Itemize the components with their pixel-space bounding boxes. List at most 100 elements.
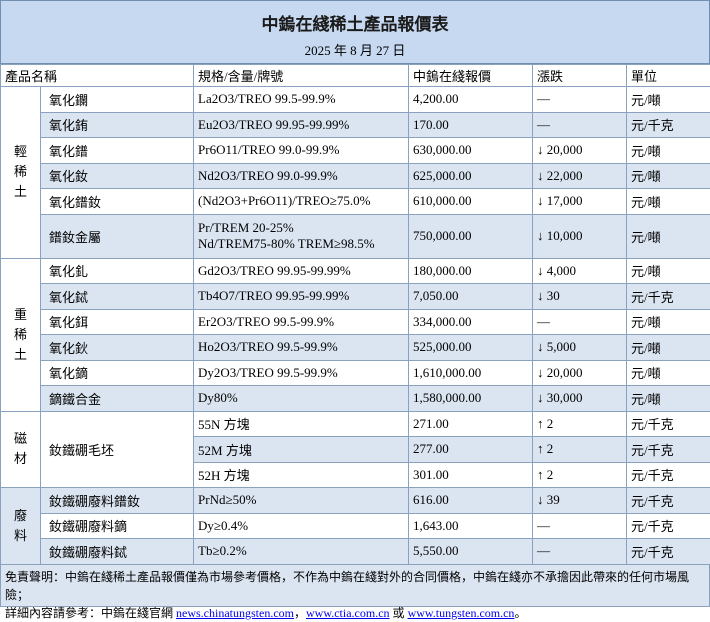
change-cell: ↑ 2	[533, 437, 627, 463]
change-cell: ↓ 39	[533, 488, 627, 514]
reference-text: 詳細內容請參考：中鎢在綫官網	[5, 606, 176, 620]
name-cell: 氧化鉺	[41, 309, 194, 335]
link[interactable]: www.ctia.com.cn	[306, 606, 390, 620]
spec-cell: Er2O3/TREO 99.5-99.9%	[194, 309, 409, 335]
price-cell: 334,000.00	[409, 309, 533, 335]
change-cell: —	[533, 87, 627, 113]
name-cell: 釹鐵硼廢料鏑	[41, 513, 194, 539]
price-cell: 525,000.00	[409, 335, 533, 361]
unit-cell: 元/千克	[627, 411, 710, 437]
spec-cell: PrNd≥50%	[194, 488, 409, 514]
unit-cell: 元/千克	[627, 488, 710, 514]
change-cell: —	[533, 513, 627, 539]
price-cell: 7,050.00	[409, 284, 533, 310]
spec-cell: Ho2O3/TREO 99.5-99.9%	[194, 335, 409, 361]
title: 中鎢在綫稀土產品報價表	[1, 1, 709, 40]
unit-cell: 元/千克	[627, 462, 710, 488]
spec-cell: Dy80%	[194, 386, 409, 412]
unit-cell: 元/千克	[627, 513, 710, 539]
unit-cell: 元/噸	[627, 189, 710, 215]
column-header: 漲跌	[533, 65, 627, 87]
price-cell: 616.00	[409, 488, 533, 514]
spec-cell: Dy≥0.4%	[194, 513, 409, 539]
price-cell: 630,000.00	[409, 138, 533, 164]
column-header: 產品名稱	[1, 65, 194, 87]
unit-cell: 元/噸	[627, 360, 710, 386]
unit-cell: 元/千克	[627, 437, 710, 463]
spec-cell: Pr/TREM 20-25%Nd/TREM75-80% TREM≥98.5%	[194, 214, 409, 258]
price-cell: 4,200.00	[409, 87, 533, 113]
reference-text: ，	[294, 606, 306, 620]
unit-cell: 元/噸	[627, 386, 710, 412]
spec-line: Nd/TREM75-80% TREM≥98.5%	[198, 236, 404, 252]
spec-cell: Tb4O7/TREO 99.95-99.99%	[194, 284, 409, 310]
change-cell: —	[533, 539, 627, 565]
date: 2025 年 8 月 27 日	[1, 40, 709, 59]
unit-cell: 元/噸	[627, 335, 710, 361]
unit-cell: 元/噸	[627, 87, 710, 113]
reference-text: 或	[390, 606, 408, 620]
group-label: 重稀土	[1, 258, 41, 411]
price-cell: 5,550.00	[409, 539, 533, 565]
price-cell: 1,580,000.00	[409, 386, 533, 412]
change-cell: ↑ 2	[533, 462, 627, 488]
reference: 詳細內容請參考：中鎢在綫官網 news.chinatungsten.com，ww…	[5, 604, 705, 622]
spec-cell: (Nd2O3+Pr6O11)/TREO≥75.0%	[194, 189, 409, 215]
name-cell: 氧化鐠釹	[41, 189, 194, 215]
change-cell: ↓ 4,000	[533, 258, 627, 284]
footer: 免責聲明：中鎢在綫稀土產品報價僅為市場參考價格，不作為中鎢在綫對外的合同價格，中…	[0, 565, 710, 607]
spec-cell: Pr6O11/TREO 99.0-99.9%	[194, 138, 409, 164]
group-label: 磁材	[1, 411, 41, 488]
spec-cell: Gd2O3/TREO 99.95-99.99%	[194, 258, 409, 284]
change-cell: ↓ 5,000	[533, 335, 627, 361]
spec-line: Pr/TREM 20-25%	[198, 220, 404, 236]
name-cell: 鐠釹金屬	[41, 214, 194, 258]
link[interactable]: www.tungsten.com.cn	[408, 606, 515, 620]
header: 中鎢在綫稀土產品報價表 2025 年 8 月 27 日	[0, 0, 710, 64]
name-cell: 氧化鈥	[41, 335, 194, 361]
name-cell: 鏑鐵合金	[41, 386, 194, 412]
spec-cell: 55N 方塊	[194, 411, 409, 437]
name-cell: 氧化鋱	[41, 284, 194, 310]
column-header: 中鎢在綫報價	[409, 65, 533, 87]
change-cell: ↓ 30	[533, 284, 627, 310]
spec-cell: 52M 方塊	[194, 437, 409, 463]
page: 中鎢在綫稀土產品報價表 2025 年 8 月 27 日 產品名稱規格/含量/牌號…	[0, 0, 710, 580]
name-cell: 氧化釓	[41, 258, 194, 284]
unit-cell: 元/噸	[627, 309, 710, 335]
unit-cell: 元/噸	[627, 138, 710, 164]
link[interactable]: news.chinatungsten.com	[176, 606, 294, 620]
reference-text: 。	[514, 606, 526, 620]
change-cell: ↓ 22,000	[533, 163, 627, 189]
name-cell: 釹鐵硼廢料鋱	[41, 539, 194, 565]
name-cell: 釹鐵硼毛坯	[41, 411, 194, 488]
data-row: 氧化鐠釹(Nd2O3+Pr6O11)/TREO≥75.0%610,000.00↓…	[1, 189, 710, 215]
name-cell: 氧化銪	[41, 112, 194, 138]
unit-cell: 元/噸	[627, 258, 710, 284]
price-cell: 301.00	[409, 462, 533, 488]
change-cell: ↓ 10,000	[533, 214, 627, 258]
name-cell: 氧化鑭	[41, 87, 194, 113]
spec-cell: 52H 方塊	[194, 462, 409, 488]
change-cell: ↑ 2	[533, 411, 627, 437]
name-cell: 釹鐵硼廢料鐠釹	[41, 488, 194, 514]
column-header: 規格/含量/牌號	[194, 65, 409, 87]
disclaimer: 免責聲明：中鎢在綫稀土產品報價僅為市場參考價格，不作為中鎢在綫對外的合同價格，中…	[5, 568, 705, 604]
price-cell: 277.00	[409, 437, 533, 463]
name-cell: 氧化鐠	[41, 138, 194, 164]
spec-cell: Nd2O3/TREO 99.0-99.9%	[194, 163, 409, 189]
spec-cell: Eu2O3/TREO 99.95-99.99%	[194, 112, 409, 138]
price-cell: 750,000.00	[409, 214, 533, 258]
